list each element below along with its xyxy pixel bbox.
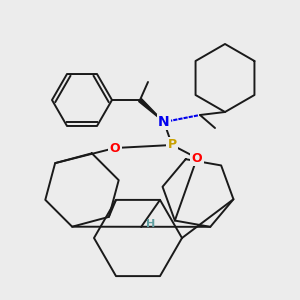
Text: N: N [158, 115, 170, 129]
Text: O: O [110, 142, 120, 154]
Text: O: O [192, 152, 202, 164]
Text: H: H [146, 219, 155, 229]
Text: P: P [167, 139, 177, 152]
Polygon shape [139, 98, 164, 122]
